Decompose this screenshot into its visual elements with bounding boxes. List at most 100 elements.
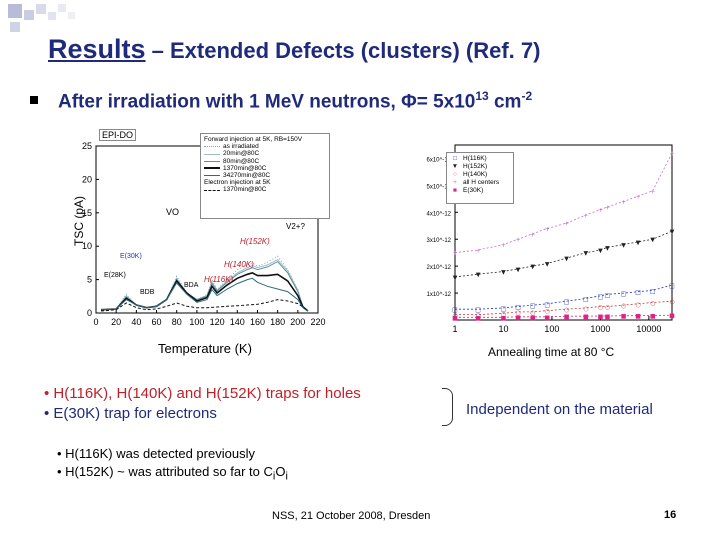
right-series-point: +	[545, 226, 550, 233]
y-tick-label: 20	[82, 174, 92, 184]
x-tick-label: 120	[210, 317, 225, 327]
right-series-point: ▼	[584, 250, 589, 257]
left-series-line	[100, 258, 309, 312]
legend-text: 1370min@80C	[223, 186, 267, 194]
legend-text: Forward injection at 5K, RB=150V	[204, 136, 303, 143]
legend-row: 80min@80C	[204, 158, 326, 165]
legend-row: □ H(116K)	[450, 155, 510, 163]
x-tick-label: 140	[230, 317, 245, 327]
peak-label-h116: H(116K)	[204, 275, 234, 284]
right-series-point: +	[621, 199, 626, 206]
right-series-point: ○	[598, 304, 603, 311]
right-series-point: +	[605, 204, 610, 211]
legend-text: 34270min@80C	[223, 172, 271, 180]
right-series-point: □	[544, 301, 550, 308]
y-tick-label: 10	[82, 241, 92, 251]
y-tick-label: 6x10^-12	[427, 157, 452, 163]
right-series-point: ○	[501, 311, 506, 318]
bullet-square-icon	[30, 96, 38, 104]
legend-text: H(152K)	[463, 163, 488, 170]
right-series-point: □	[598, 293, 604, 300]
brace-icon	[442, 388, 453, 426]
slide-title: Results – Extended Defects (clusters) (R…	[48, 34, 540, 65]
right-series-point: ■	[635, 313, 641, 320]
heading-exponent: 13	[475, 89, 489, 103]
legend-row: 1370min@80C	[204, 186, 326, 193]
right-xlabel: Annealing time at 80 °C	[488, 345, 615, 359]
right-series-line	[455, 300, 673, 315]
panel-label: EPI-DO	[99, 129, 137, 141]
right-series-point: ▼	[530, 264, 535, 271]
right-series-point: ■	[598, 313, 604, 320]
y-tick-label: 15	[82, 208, 92, 218]
legend-swatch	[204, 189, 220, 191]
legend-text: all H centers	[463, 179, 500, 186]
legend-marker-icon: □	[453, 155, 457, 162]
right-series-point: ■	[650, 313, 656, 320]
y-tick-label: 2x10^-12	[427, 265, 452, 271]
right-series-point: ■	[501, 315, 507, 322]
right-series-line	[454, 152, 673, 254]
right-plot-frame	[454, 144, 673, 321]
legend-row: 1370min@80C	[204, 165, 326, 172]
legend-row: 34270min@80C	[204, 172, 326, 179]
right-axes: 1 10 100 1000 10000 1x10^-12 2x10^-12 3x10^-12 4…	[427, 144, 673, 334]
x-tick-label: 1000	[590, 324, 610, 334]
right-series-point: ▼	[564, 256, 569, 263]
right-series-point: +	[669, 151, 674, 158]
right-series-point: ▼	[621, 242, 626, 249]
right-series-point: +	[583, 213, 588, 220]
right-series: □ □ □ □ □ □ □ □ □ □ □ □ □□▼ ▼ ▼ ▼ ▼ ▼▼▼ ▼ ▼ ▼ ▼ ▼▼○ ○ ○ ○ ○ ○ ○ ○ ○ ○ ○ ○…	[452, 151, 675, 322]
y-tick-label: 5x10^-12	[427, 184, 452, 190]
x-tick-label: 60	[152, 317, 162, 327]
right-series-point: +	[530, 231, 535, 238]
heading-unit-exponent: -2	[521, 89, 533, 103]
right-series-point: ○	[530, 309, 535, 316]
right-series-point: +	[564, 221, 569, 228]
right-series-point: +	[650, 188, 655, 195]
right-series-point: ■	[605, 313, 611, 320]
right-series-point: ○	[545, 308, 550, 315]
right-series-point: ▼	[598, 248, 603, 255]
right-series-point: □	[669, 283, 675, 290]
right-series-point: ○	[635, 301, 640, 308]
right-series-point: □	[515, 304, 521, 311]
note-2: • H(152K) ~ was attributed so far to CiO…	[57, 463, 288, 486]
x-tick-label: 0	[93, 317, 98, 327]
right-series-point: +	[501, 242, 506, 249]
left-series-line	[100, 299, 309, 312]
legend-text: E(30K)	[463, 187, 484, 194]
peak-label-bdb: BDB	[140, 289, 155, 296]
title-rest: – Extended Defects (clusters) (Ref. 7)	[145, 38, 541, 63]
right-series-point: ○	[605, 304, 610, 311]
right-series-point: ■	[452, 315, 458, 322]
right-series-point: ■	[621, 313, 627, 320]
peak-label-e28: E(28K)	[104, 272, 126, 279]
right-series-point: ■	[544, 314, 550, 321]
right-series-point: ▼	[453, 274, 458, 281]
right-series-point: +	[598, 207, 603, 214]
left-series-line	[100, 260, 309, 312]
right-series-line	[455, 284, 673, 310]
footer: NSS, 21 October 2008, Dresden	[272, 510, 431, 522]
right-series-point: +	[516, 237, 521, 244]
right-series-point: ○	[515, 309, 520, 316]
legend-row: + all H centers	[450, 179, 510, 187]
x-tick-label: 40	[131, 317, 141, 327]
page-number: 16	[664, 509, 677, 521]
peak-label-bda: BDA	[184, 282, 199, 289]
x-tick-label: 80	[172, 317, 182, 327]
right-series-point: □	[452, 307, 458, 314]
note-2-sub1: i	[272, 470, 276, 483]
x-tick-label: 20	[111, 317, 121, 327]
right-series-point: ■	[530, 314, 536, 321]
right-series-line	[455, 314, 673, 318]
right-series-point: □	[605, 292, 611, 299]
note-2-text: • H(152K) ~ was attributed so far to C	[57, 464, 273, 479]
slide-heading: After irradiation with 1 MeV neutrons, Φ…	[58, 89, 532, 113]
legend-row: Forward injection at 5K, RB=150V	[204, 136, 326, 143]
legend-marker-icon: ■	[453, 187, 457, 194]
notes: • H(116K) was detected previously • H(15…	[57, 445, 288, 486]
right-legend: □ H(116K) ▼ H(152K) ○ H(140K) + all H center…	[446, 152, 514, 204]
